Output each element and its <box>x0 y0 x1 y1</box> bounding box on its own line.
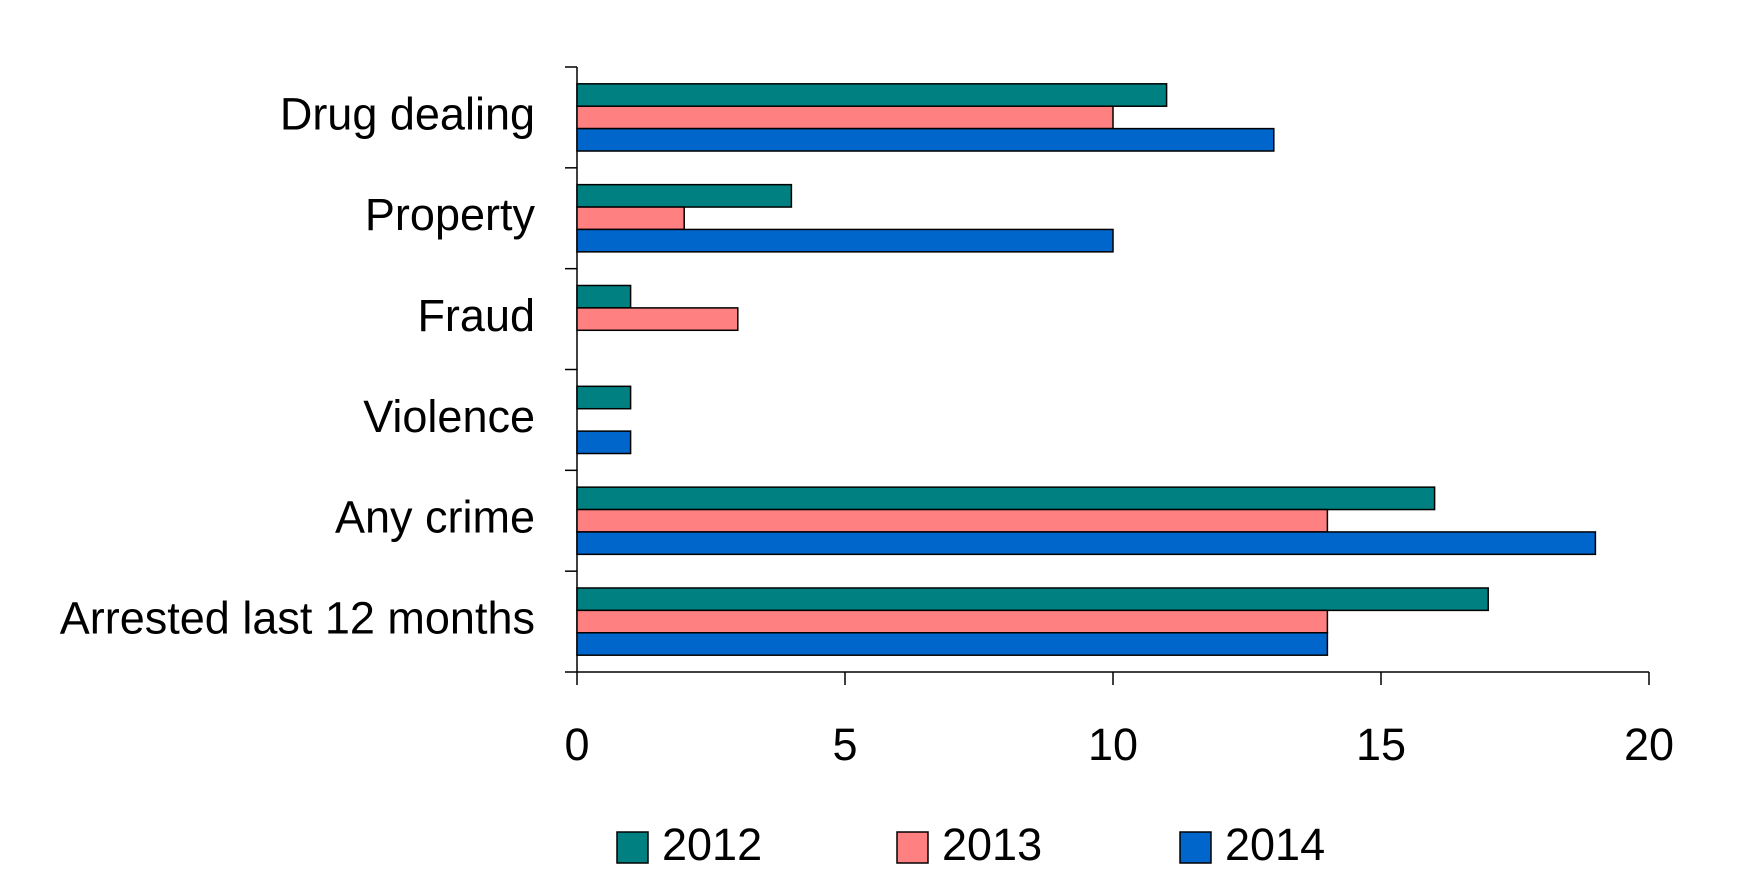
bar <box>576 284 632 309</box>
bar <box>576 127 1275 152</box>
bar <box>576 385 632 410</box>
legend-swatch <box>616 831 649 864</box>
y-tick-label: Fraud <box>417 290 535 341</box>
x-tick-label: 5 <box>832 719 857 770</box>
y-tick-label: Violence <box>363 391 535 442</box>
bar <box>576 183 793 208</box>
y-tick-label: Any crime <box>335 492 535 543</box>
bar <box>576 307 739 332</box>
bar <box>576 632 1329 656</box>
legend-label: 2014 <box>1225 819 1325 870</box>
bar <box>576 587 1489 612</box>
y-tick-label: Drug dealing <box>280 88 535 139</box>
legend-label: 2013 <box>942 819 1042 870</box>
legend-label: 2012 <box>662 819 762 870</box>
bar <box>576 206 685 231</box>
x-tick-label: 15 <box>1356 719 1406 770</box>
bar <box>576 105 1114 130</box>
legend-swatch <box>1179 831 1212 864</box>
x-tick-label: 20 <box>1624 719 1674 770</box>
bar <box>576 228 1114 253</box>
bar <box>576 508 1329 533</box>
bar <box>576 430 632 455</box>
x-tick-label: 0 <box>564 719 589 770</box>
bar <box>576 83 1168 107</box>
legend-swatch <box>896 831 929 864</box>
x-tick-label: 10 <box>1088 719 1138 770</box>
bar <box>576 531 1597 556</box>
y-tick-label: Property <box>365 189 536 240</box>
bar <box>576 486 1436 511</box>
y-tick-label: Arrested last 12 months <box>60 592 535 643</box>
bar <box>576 609 1329 634</box>
